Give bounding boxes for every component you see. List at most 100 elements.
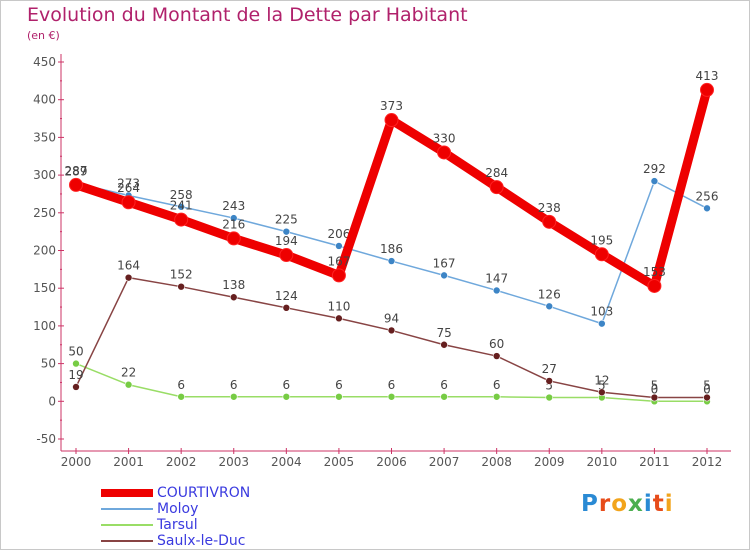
data-point — [545, 302, 554, 311]
data-label: 243 — [222, 199, 245, 213]
x-tick-label: 2011 — [639, 455, 670, 469]
data-label: 0 — [651, 382, 659, 396]
data-label: 110 — [327, 299, 350, 313]
data-point — [177, 392, 185, 401]
data-label: 6 — [335, 378, 343, 392]
data-point — [282, 392, 291, 401]
data-point — [229, 392, 238, 401]
data-point — [598, 388, 606, 397]
data-point — [387, 257, 396, 265]
data-point — [174, 212, 189, 227]
y-tick-label: 200 — [33, 244, 56, 258]
data-label: 216 — [222, 217, 245, 231]
data-label: 147 — [485, 271, 508, 285]
data-point — [121, 195, 136, 210]
x-tick-label: 2002 — [166, 455, 197, 469]
data-point — [177, 202, 185, 211]
data-point — [335, 242, 343, 250]
y-tick-label: 300 — [33, 168, 56, 182]
data-label: 94 — [384, 311, 399, 325]
data-label: 264 — [117, 181, 140, 195]
data-point — [124, 273, 133, 282]
data-point — [72, 359, 80, 368]
data-label: 5 — [598, 379, 606, 393]
x-tick-label: 2000 — [61, 455, 92, 469]
legend-swatch — [101, 540, 153, 542]
x-tick-label: 2008 — [481, 455, 512, 469]
data-label: 124 — [275, 289, 298, 303]
data-point — [387, 326, 396, 335]
data-point — [282, 227, 291, 236]
data-point — [703, 393, 711, 402]
data-label: 164 — [117, 259, 140, 273]
data-point — [440, 271, 448, 280]
data-point — [177, 282, 185, 291]
data-label: 5 — [545, 379, 553, 393]
y-tick-label: 50 — [41, 357, 56, 371]
data-point — [437, 145, 452, 160]
data-label: 138 — [222, 278, 245, 292]
data-label: 22 — [121, 366, 136, 380]
data-point — [489, 180, 504, 195]
data-label: 284 — [485, 166, 508, 180]
y-tick-label: 450 — [33, 55, 56, 69]
data-label: 413 — [696, 69, 719, 83]
data-point — [384, 113, 399, 128]
y-tick-label: 0 — [48, 394, 56, 408]
data-label: 6 — [388, 378, 396, 392]
data-point — [440, 392, 448, 401]
x-tick-label: 2007 — [429, 455, 460, 469]
y-tick-label: -50 — [36, 432, 56, 446]
data-point — [598, 319, 606, 328]
data-point — [700, 82, 714, 97]
data-point — [440, 340, 448, 349]
data-point — [545, 377, 554, 385]
data-point — [69, 177, 83, 192]
data-label: 273 — [117, 176, 140, 190]
data-label: 50 — [68, 345, 83, 359]
data-label: 195 — [590, 233, 613, 247]
data-label: 289 — [65, 164, 88, 178]
data-point — [226, 231, 241, 246]
data-point — [492, 286, 501, 295]
data-label: 5 — [703, 379, 711, 393]
legend-swatch — [101, 524, 153, 526]
data-label: 6 — [177, 378, 185, 392]
y-tick-label: 100 — [33, 319, 56, 333]
x-tick-label: 2006 — [376, 455, 407, 469]
data-point — [650, 393, 659, 402]
data-label: 6 — [493, 378, 501, 392]
data-label: 153 — [643, 265, 666, 279]
data-label: 225 — [275, 213, 298, 227]
x-tick-label: 2003 — [218, 455, 249, 469]
data-point — [229, 293, 238, 302]
legend-label: Saulx-le-Duc — [157, 533, 246, 549]
data-label: 186 — [380, 242, 403, 256]
data-label: 258 — [170, 188, 193, 202]
data-label: 12 — [594, 373, 609, 387]
proxiti-logo: Proxiti — [581, 491, 674, 517]
data-label: 287 — [65, 164, 88, 178]
data-point — [387, 392, 396, 401]
data-point — [279, 248, 294, 263]
x-tick-label: 2009 — [534, 455, 565, 469]
x-tick-label: 2005 — [324, 455, 355, 469]
data-label: 126 — [538, 287, 561, 301]
data-label: 238 — [538, 201, 561, 215]
data-label: 194 — [275, 234, 298, 248]
data-point — [335, 392, 343, 401]
data-label: 6 — [230, 378, 238, 392]
data-point — [492, 392, 501, 401]
data-label: 256 — [696, 189, 719, 203]
chart-title: Evolution du Montant de la Dette par Hab… — [27, 4, 468, 26]
data-label: 292 — [643, 162, 666, 176]
legend-label: COURTIVRON — [157, 485, 251, 501]
x-tick-label: 2012 — [692, 455, 723, 469]
data-label: 5 — [651, 379, 659, 393]
data-point — [703, 204, 711, 213]
data-label: 6 — [440, 378, 448, 392]
y-tick-label: 350 — [33, 130, 56, 144]
data-label: 152 — [170, 268, 193, 282]
legend-label: Tarsul — [157, 517, 198, 533]
